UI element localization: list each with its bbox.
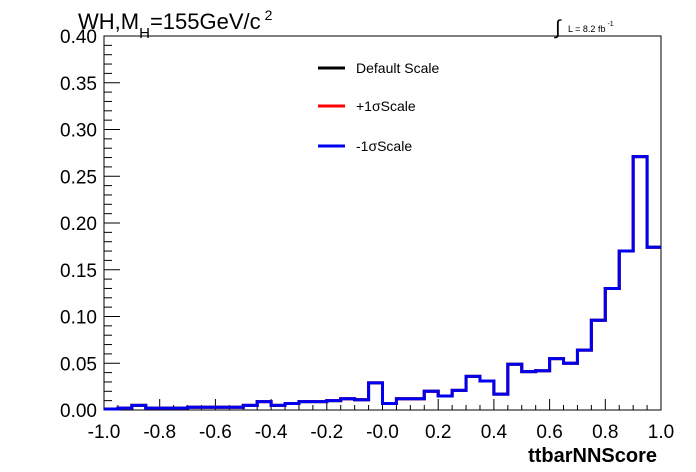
y-tick-label: 0.35 <box>60 74 97 95</box>
x-tick-label: -0.2 <box>310 422 343 443</box>
y-tick-label: 0.20 <box>60 214 97 235</box>
x-tick-label: -0.4 <box>255 422 288 443</box>
title-superscript: 2 <box>265 7 273 23</box>
lumi-integral: ∫ <box>554 17 562 39</box>
series-line <box>104 155 661 411</box>
x-tick-label: -0.0 <box>366 422 399 443</box>
title-main: WH,M <box>78 9 139 34</box>
title-rest: =155GeV/c <box>150 9 261 34</box>
chart-title: WH,MH=155GeV/c 2 <box>78 7 273 42</box>
legend-label: Default Scale <box>356 60 439 76</box>
x-tick-label: 1.0 <box>648 422 674 443</box>
x-tick-label: 0.6 <box>536 422 562 443</box>
x-axis: -1.0 -0.8 -0.6 -0.4 -0.2 -0.0 0.2 0.4 0.6 0.8 1.0 <box>88 399 674 443</box>
y-tick-label: 0.40 <box>60 27 97 48</box>
y-axis: 0.00 0.05 0.10 0.15 0.20 0.25 0.30 0.35 0.40 <box>60 27 120 422</box>
x-tick-label: -1.0 <box>88 422 121 443</box>
series-group <box>104 155 661 411</box>
x-tick-label: 0.8 <box>592 422 618 443</box>
legend-label: +1σScale <box>356 98 416 114</box>
x-tick-label: 0.2 <box>425 422 451 443</box>
y-tick-label: 0.15 <box>60 261 97 282</box>
title-subscript: H <box>139 25 150 42</box>
x-tick-label: -0.8 <box>143 422 176 443</box>
x-tick-label: 0.4 <box>481 422 508 443</box>
lumi-superscript: -1 <box>607 21 613 28</box>
lumi-label: L = 8.2 fb -1 <box>568 21 614 34</box>
legend-label: -1σScale <box>356 138 412 154</box>
lumi-text: L = 8.2 fb <box>568 24 605 34</box>
y-tick-label: 0.00 <box>60 401 97 422</box>
y-tick-label: 0.05 <box>60 354 97 375</box>
series-line <box>104 155 661 411</box>
x-tick-label: -0.6 <box>199 422 232 443</box>
legend: Default Scale +1σScale -1σScale <box>318 60 439 154</box>
x-axis-title: ttbarNNScore <box>528 445 657 467</box>
y-tick-label: 0.30 <box>60 121 97 142</box>
y-tick-label: 0.10 <box>60 308 97 329</box>
series-line <box>104 155 661 411</box>
y-tick-label: 0.25 <box>60 167 97 188</box>
